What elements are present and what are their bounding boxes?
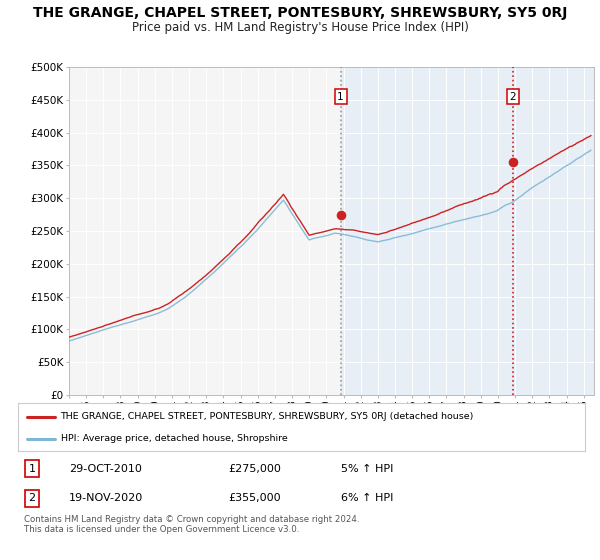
Point — [508, 158, 518, 167]
Text: 6% ↑ HPI: 6% ↑ HPI — [341, 493, 394, 503]
Text: THE GRANGE, CHAPEL STREET, PONTESBURY, SHREWSBURY, SY5 0RJ (detached house): THE GRANGE, CHAPEL STREET, PONTESBURY, S… — [61, 412, 474, 421]
Text: 1: 1 — [29, 464, 35, 474]
Text: 1: 1 — [337, 92, 344, 102]
Text: 19-NOV-2020: 19-NOV-2020 — [69, 493, 143, 503]
Bar — [341, 67, 594, 395]
Text: £355,000: £355,000 — [228, 493, 280, 503]
Text: Contains HM Land Registry data © Crown copyright and database right 2024.
This d: Contains HM Land Registry data © Crown c… — [24, 515, 359, 534]
Text: THE GRANGE, CHAPEL STREET, PONTESBURY, SHREWSBURY, SY5 0RJ: THE GRANGE, CHAPEL STREET, PONTESBURY, S… — [33, 6, 567, 20]
Text: 29-OCT-2010: 29-OCT-2010 — [69, 464, 142, 474]
Text: 5% ↑ HPI: 5% ↑ HPI — [341, 464, 394, 474]
Text: HPI: Average price, detached house, Shropshire: HPI: Average price, detached house, Shro… — [61, 435, 287, 444]
Text: £275,000: £275,000 — [228, 464, 281, 474]
Point — [336, 210, 346, 219]
Text: Price paid vs. HM Land Registry's House Price Index (HPI): Price paid vs. HM Land Registry's House … — [131, 21, 469, 34]
Text: 2: 2 — [29, 493, 36, 503]
Text: 2: 2 — [510, 92, 517, 102]
